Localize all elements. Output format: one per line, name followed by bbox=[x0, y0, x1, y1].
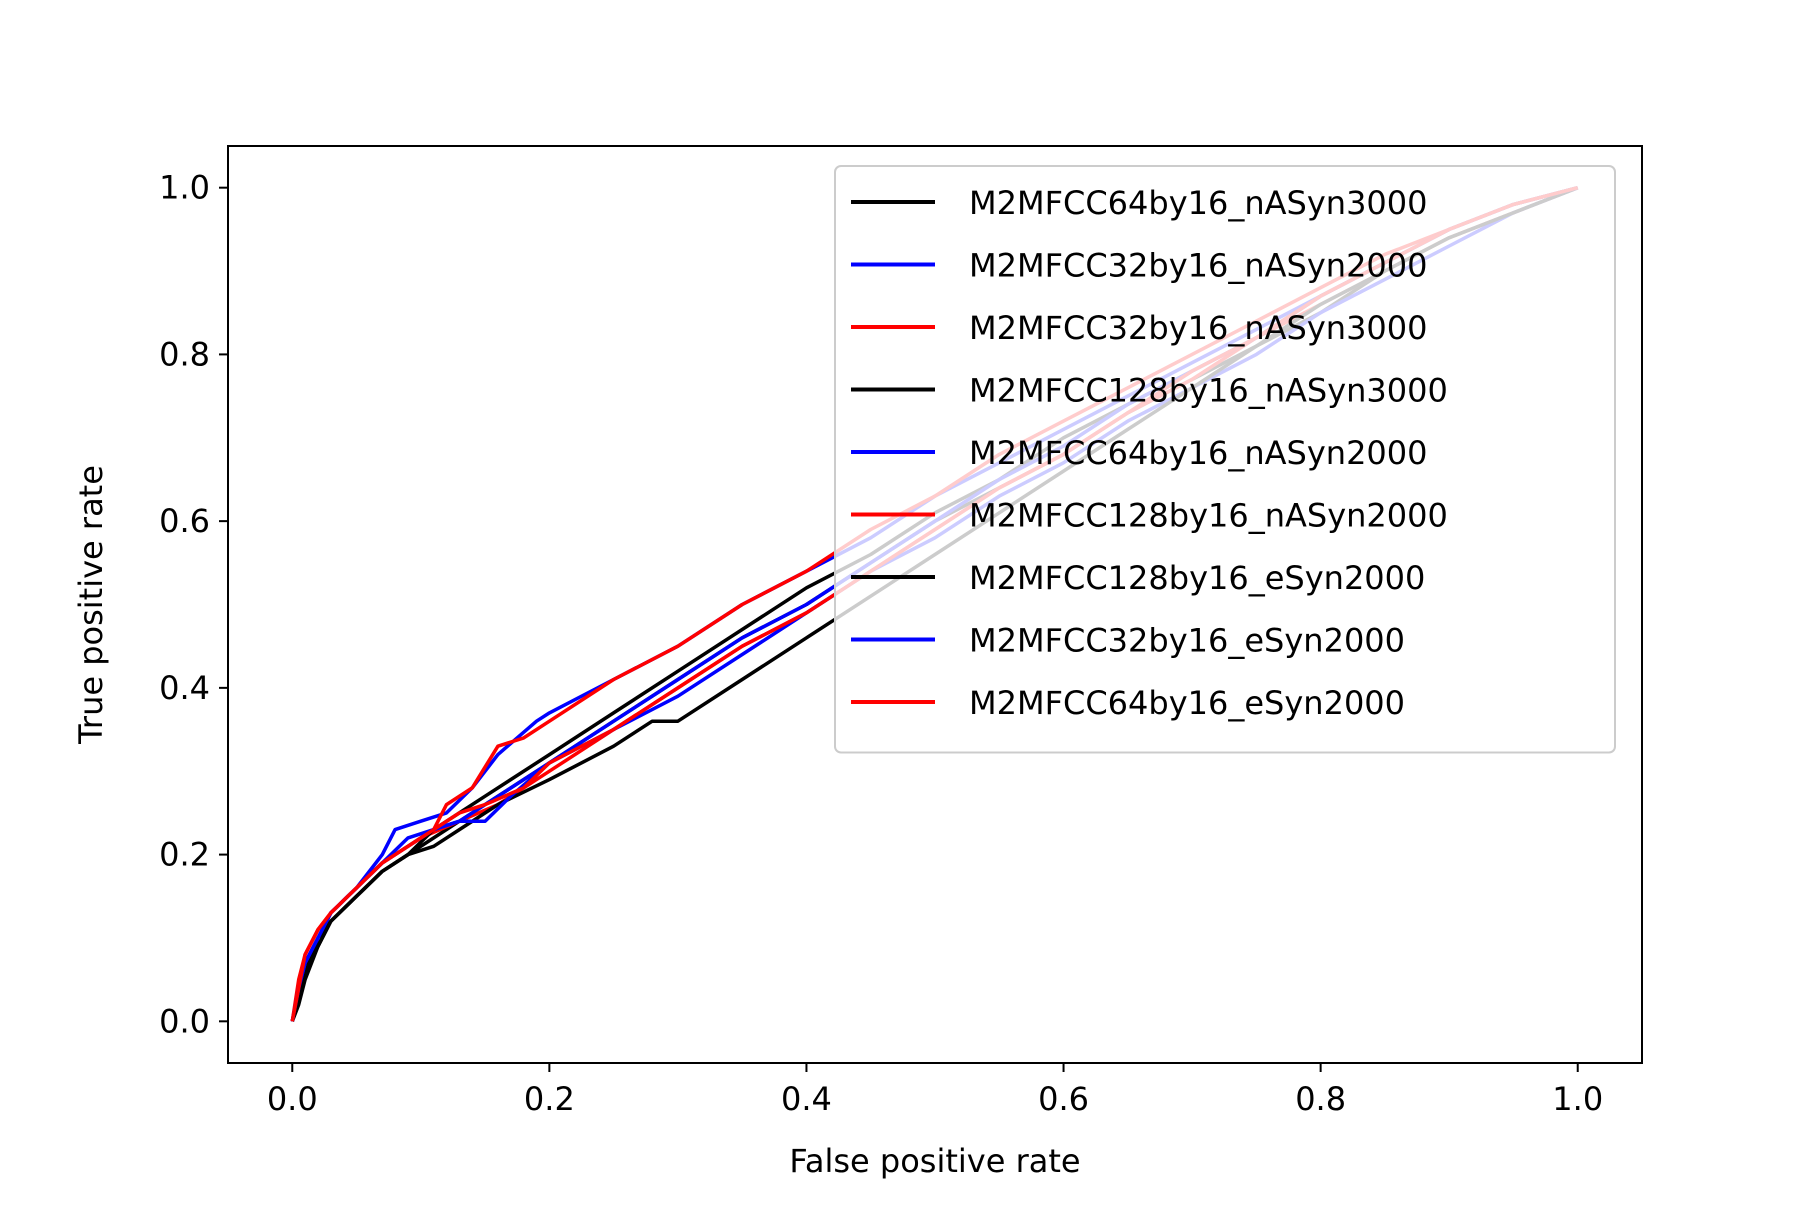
y-tick-label: 0.0 bbox=[159, 1002, 210, 1040]
legend-box bbox=[834, 165, 1616, 754]
x-tick-label: 0.2 bbox=[524, 1080, 575, 1118]
x-tick-label: 1.0 bbox=[1552, 1080, 1603, 1118]
x-tick-label: 0.4 bbox=[781, 1080, 832, 1118]
legend-label: M2MFCC32by16_nASyn2000 bbox=[969, 247, 1428, 285]
x-axis-ticks: 0.0 0.2 0.4 0.6 0.8 1.0 bbox=[267, 1063, 1603, 1118]
legend-label: M2MFCC128by16_eSyn2000 bbox=[969, 559, 1425, 597]
x-axis-label: False positive rate bbox=[789, 1142, 1080, 1180]
y-tick-label: 0.8 bbox=[159, 335, 210, 373]
x-tick-label: 0.6 bbox=[1038, 1080, 1089, 1118]
legend-label: M2MFCC64by16_nASyn2000 bbox=[969, 434, 1428, 472]
legend: M2MFCC64by16_nASyn3000 M2MFCC32by16_nASyn… bbox=[834, 165, 1616, 754]
x-tick-label: 0.8 bbox=[1295, 1080, 1346, 1118]
legend-label: M2MFCC128by16_nASyn2000 bbox=[969, 497, 1448, 535]
legend-label: M2MFCC32by16_nASyn3000 bbox=[969, 309, 1428, 347]
legend-label: M2MFCC32by16_eSyn2000 bbox=[969, 622, 1405, 660]
plot-frame bbox=[227, 145, 1643, 1064]
y-tick-label: 1.0 bbox=[159, 169, 210, 207]
y-tick-label: 0.2 bbox=[159, 836, 210, 874]
y-axis-label: True positive rate bbox=[72, 465, 110, 745]
x-tick-label: 0.0 bbox=[267, 1080, 318, 1118]
y-tick-label: 0.4 bbox=[159, 669, 210, 707]
y-tick-label: 0.6 bbox=[159, 502, 210, 540]
legend-label: M2MFCC64by16_nASyn3000 bbox=[969, 184, 1428, 222]
legend-label: M2MFCC128by16_nASyn3000 bbox=[969, 372, 1448, 410]
legend-label: M2MFCC64by16_eSyn2000 bbox=[969, 684, 1405, 722]
y-axis-ticks: 0.0 0.2 0.4 0.6 0.8 1.0 bbox=[159, 169, 228, 1040]
